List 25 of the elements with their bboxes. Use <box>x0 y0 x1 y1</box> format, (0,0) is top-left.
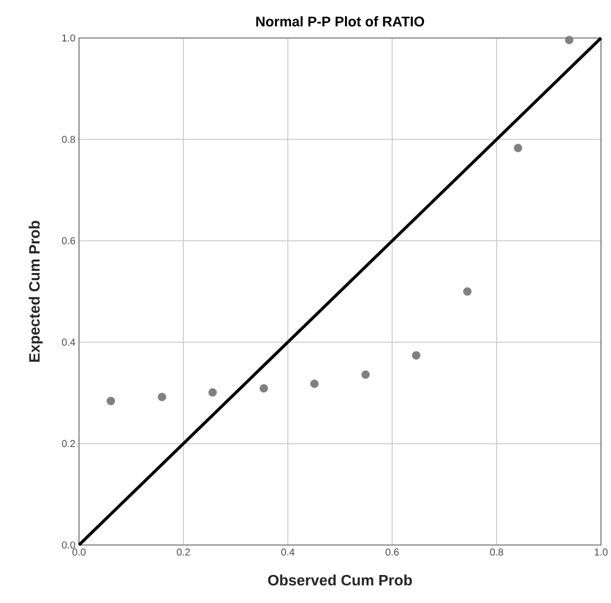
y-tick-label: 0.2 <box>62 440 75 448</box>
point <box>463 287 472 296</box>
y-axis-title: Expected Cum Prob <box>28 220 43 362</box>
x-tick-label: 0.4 <box>281 548 294 556</box>
point <box>564 36 574 44</box>
point <box>361 370 370 379</box>
point <box>310 380 319 388</box>
chart-title: Normal P-P Plot of RATIO <box>256 16 424 26</box>
point <box>260 384 268 393</box>
y-tick-label: 0.4 <box>62 338 76 346</box>
x-tick-label: 0.8 <box>490 548 504 556</box>
x-tick-label: 1.0 <box>594 548 608 556</box>
x-axis-title: Observed Cum Prob <box>268 574 412 586</box>
x-tick-label: 0.2 <box>176 548 190 556</box>
y-tick-label: 0.8 <box>62 136 76 143</box>
point <box>158 392 166 402</box>
point <box>208 388 217 397</box>
x-tick-label: 0.0 <box>72 548 86 556</box>
point <box>412 351 420 360</box>
y-tick-label: 1.0 <box>62 34 76 42</box>
point <box>106 396 116 406</box>
y-tick-label: 0.0 <box>62 541 76 549</box>
point <box>514 144 522 152</box>
x-tick-label: 0.6 <box>386 548 399 556</box>
y-tick-label: 0.6 <box>62 237 76 244</box>
